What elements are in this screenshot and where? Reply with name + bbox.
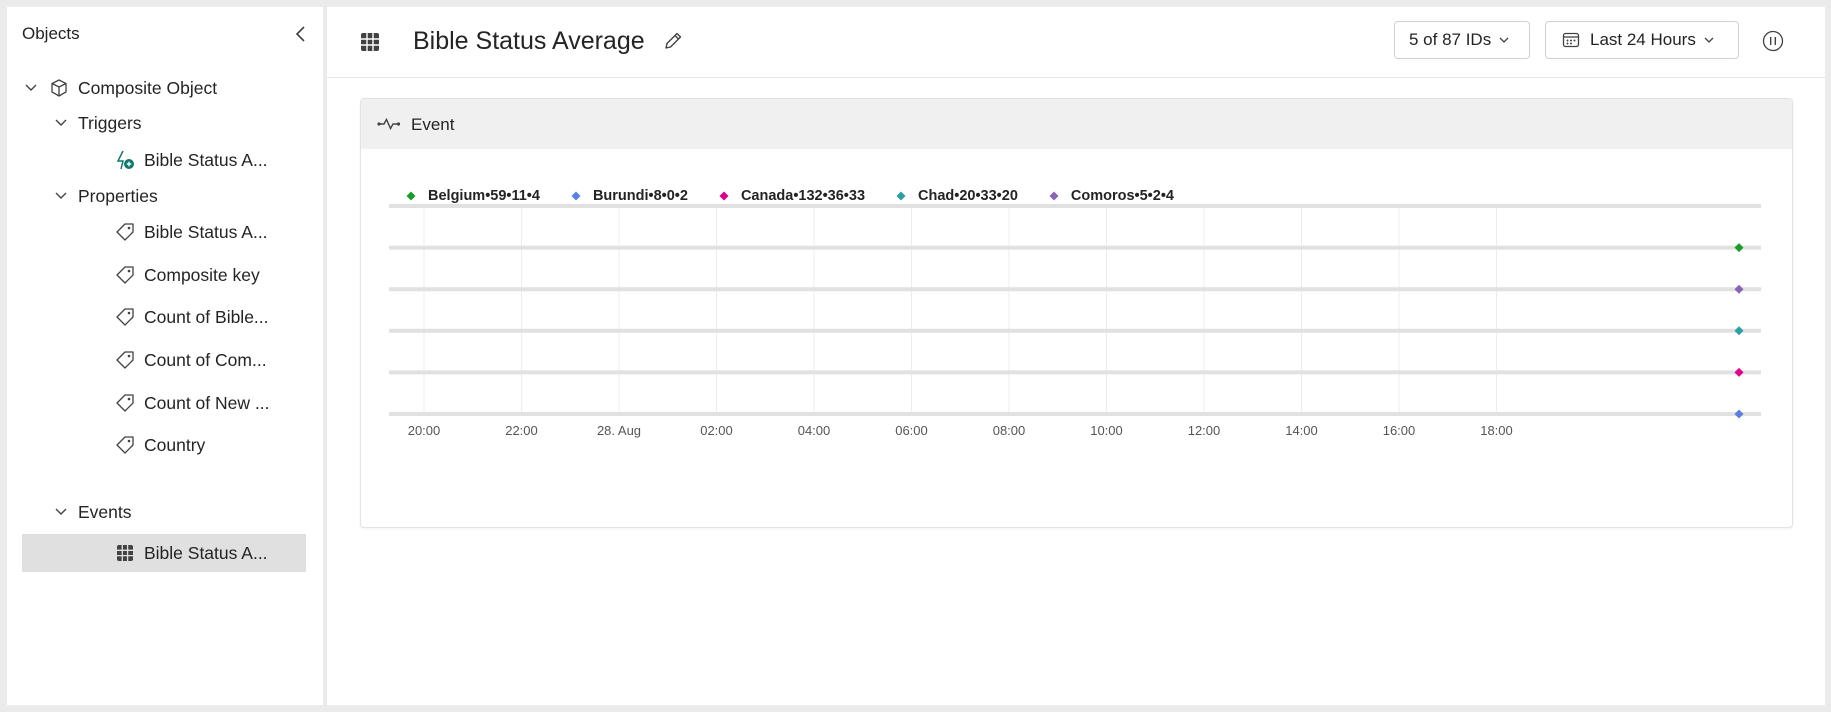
- card-title: Event: [411, 115, 455, 134]
- chevron-down-icon[interactable]: [54, 505, 68, 519]
- tree-item-property[interactable]: Bible Status A...: [114, 213, 268, 251]
- x-tick-label: 12:00: [1188, 423, 1221, 438]
- event-chart: 20:00 22:00 28. Aug 02:00 04:00 06:00 08:00 10:…: [389, 204, 1761, 438]
- time-range-dropdown[interactable]: Last 24 Hours: [1545, 21, 1739, 59]
- tree-item-label: Count of Com...: [144, 349, 267, 370]
- x-tick-label: 06:00: [895, 423, 928, 438]
- collapse-sidebar-button[interactable]: [287, 20, 315, 48]
- legend-item-canada[interactable]: Canada•132•36•33: [719, 188, 865, 204]
- chevron-down-icon[interactable]: [24, 81, 38, 95]
- tree-group-triggers[interactable]: Triggers: [54, 104, 142, 142]
- time-range-label: Last 24 Hours: [1590, 30, 1696, 49]
- ids-selector-dropdown[interactable]: 5 of 87 IDs: [1394, 21, 1530, 59]
- main-panel: Bible Status Average 5 of 87 IDs Last 24…: [327, 7, 1825, 705]
- legend-label: Comoros•5•2•4: [1070, 188, 1174, 204]
- event-wave-icon: [377, 114, 401, 134]
- chevron-left-icon: [295, 26, 305, 42]
- tree-item-label: Count of New ...: [144, 392, 270, 413]
- legend-marker: [896, 191, 906, 201]
- tag-icon: [114, 306, 136, 328]
- cube-icon: [48, 77, 70, 99]
- tree-item-event[interactable]: Bible Status A...: [22, 534, 306, 572]
- grid-menu-button[interactable]: [357, 29, 383, 55]
- tree-group-events[interactable]: Events: [54, 493, 132, 531]
- x-tick-label: 14:00: [1285, 423, 1318, 438]
- legend-item-belgium[interactable]: Belgium•59•11•4: [406, 188, 540, 204]
- grid-icon: [361, 33, 379, 51]
- tree-item-label: Count of Bible...: [144, 306, 269, 327]
- tree-group-label: Properties: [78, 185, 158, 206]
- pause-button[interactable]: [1760, 28, 1786, 54]
- tag-icon: [114, 264, 136, 286]
- legend-marker: [1049, 191, 1059, 201]
- tree-item-property[interactable]: Country: [114, 426, 205, 464]
- calendar-icon: [1562, 31, 1580, 49]
- x-tick-label: 04:00: [798, 423, 831, 438]
- legend-label: Canada•132•36•33: [740, 188, 866, 204]
- tree-item-property[interactable]: Count of New ...: [114, 384, 269, 422]
- tree-item-label: Composite Object: [78, 77, 218, 98]
- tree-item-property[interactable]: Count of Com...: [114, 341, 267, 379]
- pencil-icon: [665, 32, 682, 49]
- chevron-down-icon: [1499, 37, 1509, 44]
- table-icon: [114, 542, 136, 564]
- tree-item-label: Bible Status A...: [144, 149, 268, 170]
- sidebar-title: Objects: [22, 24, 80, 43]
- x-tick-label: 28. Aug: [597, 423, 641, 438]
- edit-title-button[interactable]: [659, 27, 687, 55]
- chart-legend: Belgium•59•11•4 Burundi•8•0•2 Canada•132•3…: [406, 185, 1205, 207]
- legend-label: Burundi•8•0•2: [592, 188, 688, 204]
- tree-item-label: Country: [144, 434, 206, 455]
- legend-marker: [406, 191, 416, 201]
- tag-icon: [114, 349, 136, 371]
- tag-icon: [114, 221, 136, 243]
- tree-item-label: Bible Status A...: [144, 542, 268, 563]
- tree-item-label: Bible Status A...: [144, 221, 268, 242]
- legend-marker: [719, 191, 729, 201]
- legend-item-comoros[interactable]: Comoros•5•2•4: [1049, 188, 1174, 204]
- tree-group-label: Triggers: [78, 112, 142, 133]
- data-point-canada: [1734, 367, 1744, 377]
- page-title: Bible Status Average: [413, 27, 645, 55]
- trigger-icon: [114, 149, 136, 171]
- legend-marker: [571, 191, 581, 201]
- tree-group-label: Events: [78, 501, 132, 522]
- x-tick-label: 08:00: [993, 423, 1026, 438]
- chevron-down-icon[interactable]: [54, 189, 68, 203]
- tree-item-trigger[interactable]: Bible Status A...: [114, 141, 268, 179]
- chevron-down-icon[interactable]: [54, 116, 68, 130]
- x-tick-label: 16:00: [1383, 423, 1416, 438]
- objects-sidebar: Objects Composite Object Triggers Bible …: [7, 7, 323, 705]
- ids-selector-label: 5 of 87 IDs: [1409, 30, 1492, 49]
- x-tick-label: 10:00: [1090, 423, 1123, 438]
- x-tick-label: 02:00: [700, 423, 733, 438]
- event-card: Event Belgium•59•11•4 Burundi•8•0•2 Canada…: [360, 98, 1793, 528]
- legend-item-chad[interactable]: Chad•20•33•20: [896, 188, 1018, 204]
- data-point-chad: [1734, 326, 1744, 336]
- card-header: Event: [361, 99, 1792, 149]
- tree-item-label: Composite key: [144, 264, 260, 285]
- top-bar: Bible Status Average 5 of 87 IDs Last 24…: [327, 7, 1825, 78]
- chevron-down-icon: [1704, 37, 1714, 44]
- legend-item-burundi[interactable]: Burundi•8•0•2: [571, 188, 688, 204]
- tree-group-properties[interactable]: Properties: [54, 177, 158, 215]
- x-tick-label: 22:00: [505, 423, 538, 438]
- x-tick-label: 20:00: [408, 423, 441, 438]
- data-point-comoros: [1734, 284, 1744, 294]
- legend-label: Belgium•59•11•4: [428, 188, 540, 204]
- tree-item-property[interactable]: Count of Bible...: [114, 298, 269, 336]
- tag-icon: [114, 434, 136, 456]
- data-point-burundi: [1734, 409, 1744, 419]
- tree-item-property[interactable]: Composite key: [114, 256, 260, 294]
- pause-icon: [1762, 30, 1784, 52]
- data-point-belgium: [1734, 243, 1744, 253]
- x-tick-label: 18:00: [1480, 423, 1513, 438]
- legend-label: Chad•20•33•20: [918, 188, 1018, 204]
- tree-item-composite-object[interactable]: Composite Object: [24, 69, 217, 107]
- tag-icon: [114, 392, 136, 414]
